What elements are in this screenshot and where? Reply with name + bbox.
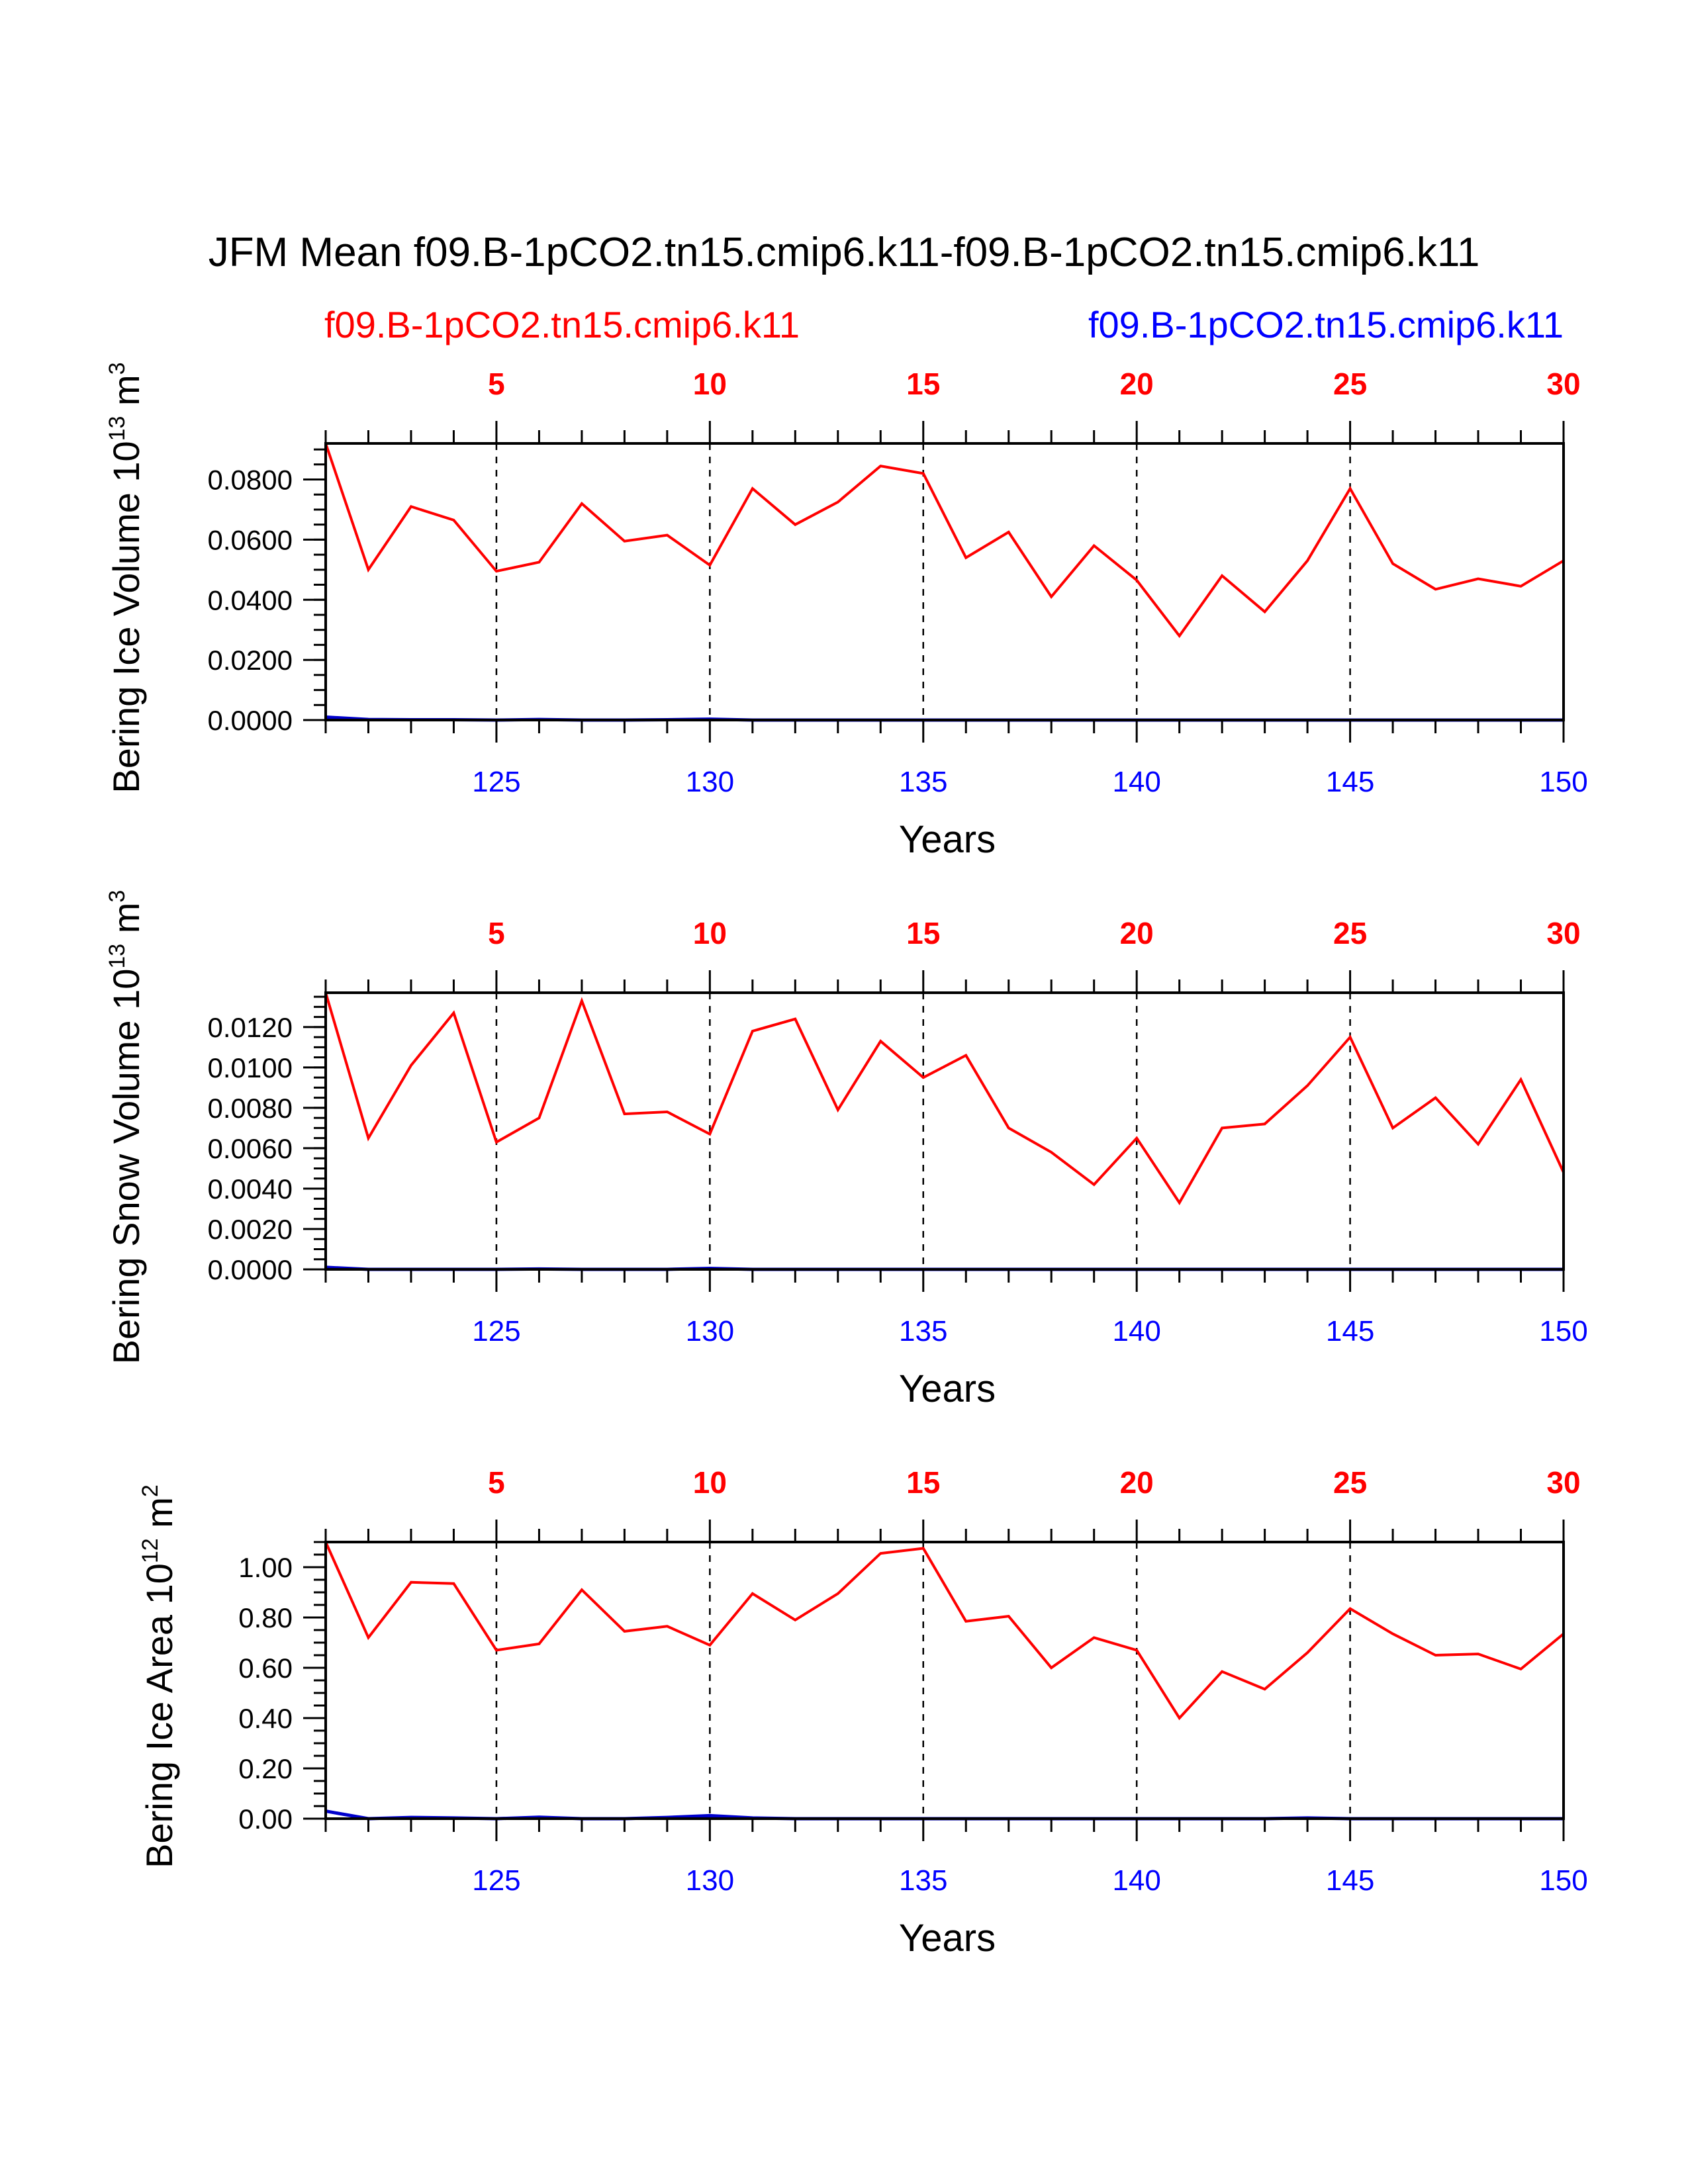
legend-series-2: f09.B-1pCO2.tn15.cmip6.k11 bbox=[1088, 304, 1564, 345]
x-tick-label-bottom: 140 bbox=[1112, 1315, 1160, 1347]
x-axis-label: Years bbox=[899, 818, 996, 861]
x-tick-label-bottom: 145 bbox=[1326, 1864, 1374, 1897]
chart-panel-2: 125 130 135 140 145 150 5 10 15 20 25 30 0.0000 0.002… bbox=[105, 890, 1588, 1410]
x-tick-label-top: 20 bbox=[1120, 367, 1154, 401]
x-tick-label-top: 25 bbox=[1333, 367, 1367, 401]
x-tick-label-top: 5 bbox=[488, 916, 505, 950]
x-tick-label-top: 30 bbox=[1546, 367, 1580, 401]
plot-frame bbox=[324, 442, 1565, 721]
x-tick-label-bottom: 145 bbox=[1326, 1315, 1374, 1347]
y-tick-label: 0.00 bbox=[238, 1803, 293, 1835]
x-tick-label-bottom: 135 bbox=[899, 1864, 947, 1897]
x-tick-label-bottom: 140 bbox=[1112, 766, 1160, 798]
y-tick-label: 0.80 bbox=[238, 1602, 293, 1633]
x-tick-label-bottom: 125 bbox=[472, 1864, 520, 1897]
y-tick-label: 0.20 bbox=[238, 1753, 293, 1784]
x-tick-label-bottom: 130 bbox=[686, 766, 734, 798]
x-tick-label-top: 5 bbox=[488, 1465, 505, 1500]
y-tick-label: 0.0200 bbox=[208, 645, 293, 676]
y-tick-label: 0.0600 bbox=[208, 524, 293, 555]
series-line-1 bbox=[324, 443, 1565, 639]
x-tick-label-top: 15 bbox=[906, 367, 940, 401]
x-tick-label-bottom: 135 bbox=[899, 1315, 947, 1347]
y-tick-label: 0.0000 bbox=[208, 1254, 293, 1285]
x-tick-label-top: 10 bbox=[693, 1465, 727, 1500]
x-tick-label-bottom: 150 bbox=[1539, 1315, 1587, 1347]
x-tick-label-top: 15 bbox=[906, 1465, 940, 1500]
x-tick-label-top: 20 bbox=[1120, 1465, 1154, 1500]
x-tick-label-top: 25 bbox=[1333, 916, 1367, 950]
y-tick-label: 0.0800 bbox=[208, 465, 293, 496]
y-tick-label: 0.0400 bbox=[208, 584, 293, 615]
x-tick-label-bottom: 130 bbox=[686, 1864, 734, 1897]
series-line-1 bbox=[324, 1541, 1565, 1721]
x-tick-label-top: 10 bbox=[693, 367, 727, 401]
y-tick-label: 0.0000 bbox=[208, 705, 293, 736]
chart-panel-3: 125 130 135 140 145 150 5 10 15 20 25 30 0.00 0.20 0.4… bbox=[138, 1465, 1588, 1960]
x-tick-label-bottom: 150 bbox=[1539, 1864, 1587, 1897]
chart-title: JFM Mean f09.B-1pCO2.tn15.cmip6.k11-f09.… bbox=[209, 230, 1480, 275]
y-tick-label: 0.0060 bbox=[208, 1133, 293, 1164]
x-tick-label-bottom: 125 bbox=[472, 766, 520, 798]
series-line-1 bbox=[324, 992, 1565, 1206]
x-tick-label-bottom: 135 bbox=[899, 766, 947, 798]
x-tick-label-top: 5 bbox=[488, 367, 505, 401]
y-tick-label: 0.0100 bbox=[208, 1052, 293, 1083]
y-tick-label: 0.0080 bbox=[208, 1093, 293, 1124]
y-tick-label: 0.0040 bbox=[208, 1173, 293, 1205]
x-tick-label-top: 10 bbox=[693, 916, 727, 950]
y-tick-label: 1.00 bbox=[238, 1552, 293, 1583]
y-tick-label: 0.0020 bbox=[208, 1214, 293, 1245]
chart-panels: 125 130 135 140 145 150 5 10 15 20 25 30 0.0000 0.020… bbox=[105, 362, 1588, 1960]
plot-frame bbox=[324, 991, 1565, 1271]
y-tick-label: 0.0120 bbox=[208, 1012, 293, 1043]
x-tick-label-top: 30 bbox=[1546, 916, 1580, 950]
y-tick-label: 0.40 bbox=[238, 1703, 293, 1734]
x-tick-label-top: 20 bbox=[1120, 916, 1154, 950]
y-tick-label: 0.60 bbox=[238, 1653, 293, 1684]
x-tick-label-top: 15 bbox=[906, 916, 940, 950]
x-tick-label-bottom: 145 bbox=[1326, 766, 1374, 798]
x-tick-label-bottom: 125 bbox=[472, 1315, 520, 1347]
x-tick-label-top: 30 bbox=[1546, 1465, 1580, 1500]
x-tick-label-bottom: 140 bbox=[1112, 1864, 1160, 1897]
legend-series-1: f09.B-1pCO2.tn15.cmip6.k11 bbox=[324, 304, 800, 345]
x-tick-label-top: 25 bbox=[1333, 1465, 1367, 1500]
x-axis-label: Years bbox=[899, 1917, 996, 1960]
x-axis-label: Years bbox=[899, 1367, 996, 1410]
y-axis-label: Bering Ice Volume 1013 m3 bbox=[105, 362, 147, 793]
x-tick-label-bottom: 130 bbox=[686, 1315, 734, 1347]
x-tick-label-bottom: 150 bbox=[1539, 766, 1587, 798]
chart-panel-1: 125 130 135 140 145 150 5 10 15 20 25 30 0.0000 0.020… bbox=[105, 362, 1588, 861]
y-axis-label: Bering Snow Volume 1013 m3 bbox=[105, 890, 147, 1365]
y-axis-label: Bering Ice Area 1012 m2 bbox=[138, 1484, 180, 1868]
